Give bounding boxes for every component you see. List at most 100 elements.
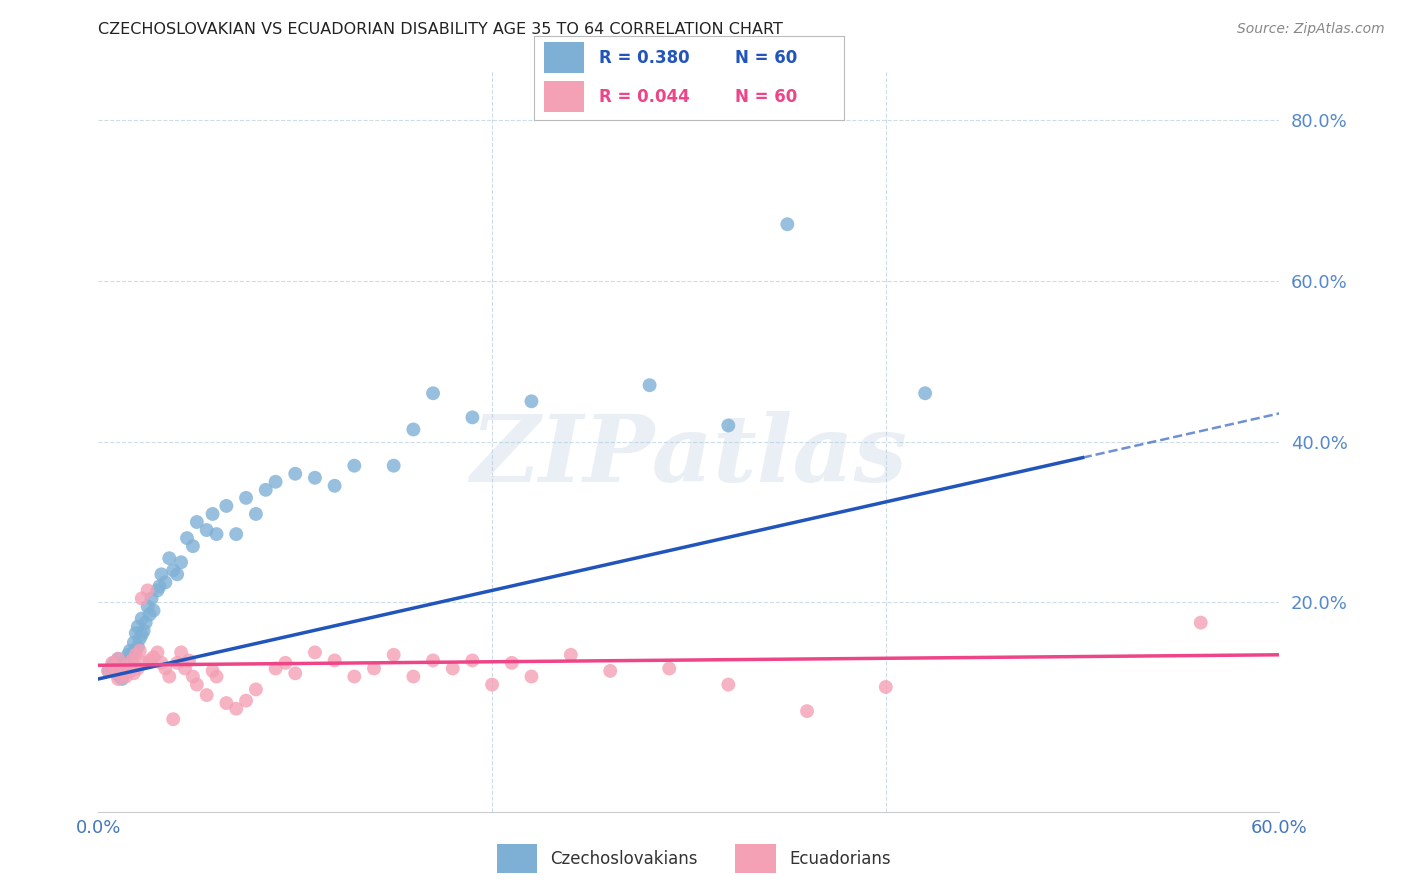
Point (402, 422, 425, 436)
Point (155, 661, 177, 675)
Point (131, 611, 153, 625)
Point (142, 603, 165, 617)
Point (127, 640, 149, 654)
Point (205, 669, 228, 683)
Point (215, 499, 238, 513)
Point (122, 666, 145, 681)
Point (117, 658, 139, 673)
Point (599, 664, 621, 678)
Point (132, 624, 155, 638)
Point (155, 575, 177, 590)
Point (127, 661, 149, 675)
Point (205, 527, 228, 541)
Point (157, 551, 180, 566)
Point (264, 661, 287, 675)
Point (402, 669, 425, 683)
Point (638, 378, 661, 392)
Point (461, 653, 484, 667)
Point (142, 650, 165, 665)
Point (107, 668, 129, 682)
Point (111, 672, 134, 686)
Point (304, 645, 326, 659)
Point (125, 626, 148, 640)
Point (201, 507, 224, 521)
Point (138, 607, 160, 622)
Point (215, 696, 238, 710)
Point (170, 555, 193, 569)
Point (138, 653, 160, 667)
Point (776, 217, 799, 231)
Point (122, 636, 145, 650)
Text: N = 60: N = 60 (735, 49, 797, 67)
Point (201, 664, 224, 678)
Point (103, 660, 125, 674)
Point (195, 688, 218, 702)
Point (254, 483, 277, 497)
Point (97, 664, 120, 678)
Text: Czechoslovakians: Czechoslovakians (551, 849, 699, 868)
Point (284, 666, 307, 681)
Point (186, 677, 208, 691)
Point (560, 648, 582, 662)
Point (284, 467, 307, 481)
Point (235, 694, 257, 708)
Point (107, 652, 129, 666)
Point (97, 664, 120, 678)
Point (115, 669, 138, 683)
Point (323, 479, 346, 493)
Bar (544, 81, 583, 112)
Point (520, 394, 543, 409)
Point (107, 672, 129, 686)
Text: CZECHOSLOVAKIAN VS ECUADORIAN DISABILITY AGE 35 TO 64 CORRELATION CHART: CZECHOSLOVAKIAN VS ECUADORIAN DISABILITY… (98, 22, 783, 37)
Point (174, 661, 197, 675)
Point (128, 644, 150, 658)
Point (422, 653, 444, 667)
Point (146, 583, 169, 598)
Point (304, 471, 326, 485)
Point (501, 656, 523, 670)
Point (112, 661, 135, 675)
Text: N = 60: N = 60 (735, 87, 797, 105)
Point (343, 458, 366, 473)
Bar (735, 844, 776, 873)
Point (118, 664, 141, 678)
Point (150, 656, 173, 670)
Bar (496, 844, 537, 873)
Point (658, 661, 681, 675)
Point (235, 491, 257, 505)
Point (141, 591, 163, 606)
Point (131, 628, 153, 642)
Point (382, 648, 405, 662)
Point (461, 410, 484, 425)
Point (112, 661, 135, 675)
Point (136, 583, 159, 598)
Point (118, 644, 141, 658)
Point (441, 661, 464, 675)
Point (107, 652, 129, 666)
Point (186, 515, 208, 529)
Point (323, 653, 346, 667)
Point (117, 648, 139, 662)
Point (103, 656, 125, 670)
Point (136, 599, 159, 614)
Point (101, 656, 124, 670)
Point (382, 458, 405, 473)
Point (422, 386, 444, 401)
Point (520, 669, 543, 683)
Text: Ecuadorians: Ecuadorians (789, 849, 890, 868)
Point (121, 656, 143, 670)
Point (717, 677, 740, 691)
Point (135, 615, 157, 630)
Point (122, 645, 145, 659)
Point (274, 656, 297, 670)
Text: ZIPatlas: ZIPatlas (471, 411, 907, 501)
Point (118, 664, 141, 678)
Text: Source: ZipAtlas.com: Source: ZipAtlas.com (1237, 22, 1385, 37)
Point (181, 669, 204, 683)
Point (195, 523, 218, 537)
Point (343, 669, 366, 683)
Point (111, 668, 134, 682)
Point (170, 645, 193, 659)
Point (264, 475, 287, 489)
Point (132, 656, 155, 670)
